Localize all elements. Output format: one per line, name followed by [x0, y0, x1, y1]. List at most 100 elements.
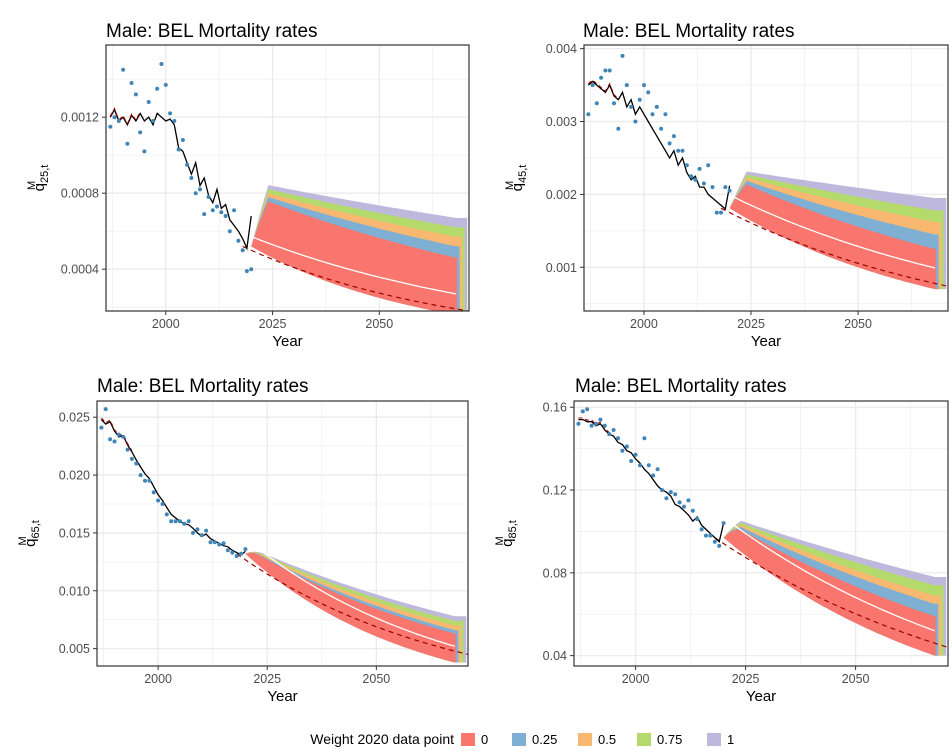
axes: 2000 2025 2050 0.005 0.010 0.015 0.020 0.025	[59, 411, 391, 686]
observed-point	[176, 147, 181, 152]
y-tick-label: 0.16	[543, 401, 567, 415]
observed-point	[182, 521, 187, 526]
observed-point	[212, 540, 217, 545]
x-tick-label: 2000	[622, 672, 650, 686]
legend-label: 1	[727, 732, 734, 747]
observed-point	[682, 504, 686, 509]
y-tick-label: 0.003	[546, 115, 577, 129]
observed-point	[116, 432, 121, 437]
observed-point	[642, 83, 646, 88]
axes: 2000 2025 2050 0.04 0.08 0.12 0.16	[543, 401, 870, 686]
y-tick-label: 0.001	[546, 261, 577, 275]
observed-point	[638, 463, 642, 468]
observed-point	[138, 473, 143, 478]
observed-point	[189, 176, 194, 180]
observed-point	[706, 163, 711, 168]
observed-point	[620, 448, 625, 453]
observed-point	[624, 83, 629, 88]
historic-bel-dashed	[100, 417, 133, 451]
bel-dashed-line	[720, 207, 948, 287]
x-tick-label: 2000	[152, 317, 180, 331]
observed-point	[125, 141, 130, 146]
panel-title: Male: BEL Mortality rates	[583, 21, 795, 42]
observed-point	[717, 543, 722, 548]
observed-point	[659, 126, 664, 131]
observed-point	[660, 488, 664, 492]
observed-point	[673, 492, 678, 497]
observed-point	[134, 461, 139, 466]
observed-point	[586, 112, 591, 117]
observed-point	[129, 81, 134, 85]
legend-label: 0	[481, 732, 488, 747]
observed-point	[668, 490, 673, 495]
observed-point	[146, 100, 151, 104]
observed-point	[611, 428, 616, 432]
panel-title: Male: BEL Mortality rates	[106, 21, 318, 42]
bel-dashed-line	[242, 245, 469, 311]
observed-point	[686, 498, 691, 503]
panel-1: 2000 2025 20500.00040.00080.0012Yearq25,tM…	[26, 21, 470, 350]
y-tick-label: 0.010	[59, 584, 90, 598]
panel-3: 2000 2025 2050 0.005 0.010 0.015 0.020 0.025 Yea…	[17, 376, 469, 705]
y-tick-label: 0.004	[546, 42, 577, 56]
observed-point	[173, 519, 178, 524]
observed-point	[616, 126, 621, 131]
x-tick-label: 2050	[362, 672, 390, 686]
observed-point	[667, 141, 672, 146]
y-tick-label: 0.0004	[61, 263, 99, 277]
legend-label: 0.5	[598, 732, 616, 747]
observed-point	[151, 119, 155, 123]
observed-point	[633, 119, 638, 124]
observed-point	[714, 210, 719, 215]
x-tick-label: 2025	[732, 672, 760, 686]
observed-point	[223, 214, 228, 218]
y-axis-label-sub: 45,t	[517, 165, 529, 183]
observed-point	[125, 447, 130, 452]
panel-border	[96, 400, 469, 667]
observed-point	[208, 540, 213, 545]
panel-title: Male: BEL Mortality rates	[575, 376, 787, 397]
observed-point	[710, 185, 715, 190]
x-tick-label: 2025	[259, 317, 287, 331]
observed-point	[664, 496, 669, 501]
observed-point	[195, 527, 200, 532]
legend-entry: 0.25	[512, 732, 557, 747]
observed-point	[143, 478, 147, 483]
observed-point	[236, 238, 241, 243]
legend-swatch	[707, 733, 721, 746]
y-axis-label-sup: M	[504, 181, 516, 190]
observed-point	[684, 163, 689, 168]
y-tick-label: 0.0008	[61, 187, 99, 201]
y-axis-label-base: q	[499, 539, 516, 547]
x-axis-label: Year	[272, 333, 302, 350]
observed-point	[121, 434, 126, 439]
observed-point	[244, 269, 249, 274]
observed-point	[99, 425, 104, 430]
observed-point	[164, 512, 169, 517]
observed-point	[693, 177, 698, 182]
y-axis-label-base: q	[509, 183, 526, 191]
y-axis-label-base: q	[31, 183, 48, 191]
observed-point	[590, 83, 595, 88]
y-tick-label: 0.12	[543, 484, 567, 498]
observed-point	[727, 188, 732, 193]
axes: 2000 2025 2050 0.0004 0.0008 0.0012	[61, 111, 394, 331]
legend-swatch	[461, 733, 475, 746]
legend-label: 0.25	[532, 732, 557, 747]
observed-point	[677, 500, 682, 505]
x-tick-label: 2050	[844, 317, 872, 331]
grid	[97, 401, 468, 666]
observed-point	[210, 208, 215, 213]
y-tick-label: 0.0012	[61, 111, 99, 125]
band-weight-0	[723, 529, 936, 656]
observed-point	[607, 432, 612, 437]
observed-point	[168, 111, 173, 116]
observed-point	[704, 533, 708, 538]
fitted-line	[100, 419, 246, 556]
observed-points	[108, 62, 254, 274]
fitted-line	[578, 418, 725, 544]
observed-point	[646, 463, 651, 468]
observed-point	[576, 421, 581, 426]
x-axis-label: Year	[751, 333, 781, 350]
median-projection-line	[250, 235, 457, 295]
